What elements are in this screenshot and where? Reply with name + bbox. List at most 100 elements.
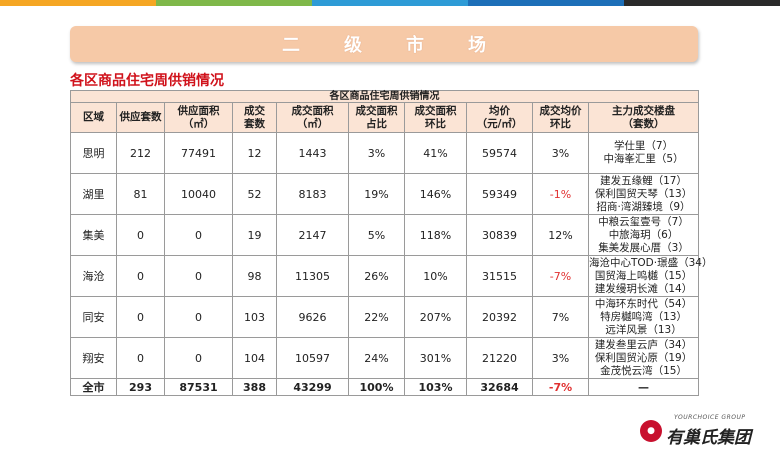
top-bar-segment (624, 0, 780, 6)
cell-supply-area: 0 (164, 296, 233, 338)
table-row: 思明 212 77491 12 1443 3% 41% 59574 3% 学仕里（7） 中海峯汇里（… (70, 132, 700, 174)
cell-deal-area: 11305 (276, 255, 349, 297)
total-district: 全市 (70, 378, 117, 396)
cell-avg-price: 31515 (466, 255, 533, 297)
cell-supply-units: 81 (116, 173, 165, 215)
cell-price-mom: -1% (532, 173, 589, 215)
cell-area-mom: 118% (404, 214, 467, 256)
section-banner: 二级市场 (70, 26, 698, 62)
logo-mark-icon: ● (640, 420, 662, 442)
cell-district: 同安 (70, 296, 117, 338)
cell-area-share: 5% (348, 214, 405, 256)
table-caption-row: 各区商品住宅周供销情况 (69, 90, 700, 103)
cell-deal-area: 2147 (276, 214, 349, 256)
top-color-bar (0, 0, 780, 6)
total-deal-units: 388 (232, 378, 277, 396)
cell-area-mom: 301% (404, 337, 467, 379)
cell-avg-price: 30839 (466, 214, 533, 256)
project-item: 中旅海玥（6） (608, 228, 679, 241)
cell-price-mom: 7% (532, 296, 589, 338)
table-row: 湖里 81 10040 52 8183 19% 146% 59349 -1% 建发五缘鲤（17）保… (70, 173, 700, 215)
cell-district: 湖里 (70, 173, 117, 215)
cell-district: 翔安 (70, 337, 117, 379)
cell-supply-units: 212 (116, 132, 165, 174)
project-item: 招商·湾湖臻境（9） (596, 200, 691, 213)
cell-projects: 中海环东时代（54） 特房樾鸣湾（13） 远洋风景（13） (587, 296, 700, 338)
supply-sales-table-container: 各区商品住宅周供销情况 区域 供应套数 供应面积 （㎡） 成交 套数 成交面积 （㎡）成… (69, 90, 713, 396)
cell-area-share: 3% (348, 132, 405, 174)
cell-area-share: 19% (348, 173, 405, 215)
cell-supply-area: 10040 (164, 173, 233, 215)
logo-chinese-text: 有巢氏集团 (666, 428, 751, 448)
cell-projects: 海沧中心TOD·璟盛（34） 国贸海上鸣樾（15） 建发缦玥长滩（14） (587, 255, 713, 297)
cell-district: 思明 (70, 132, 117, 174)
cell-deal-units: 98 (232, 255, 277, 297)
cell-deal-area: 9626 (276, 296, 349, 338)
cell-avg-price: 59574 (466, 132, 533, 174)
table-row: 翔安 0 0 104 10597 24% 301% 21220 3% 建发叁里云庐（34） 保利国贸… (70, 337, 700, 379)
cell-area-mom: 10% (404, 255, 467, 297)
project-item: 中海峯汇里（5） (603, 153, 684, 165)
column-header: 供应套数 (116, 102, 165, 133)
column-header: 成交面积 占比 (348, 102, 405, 133)
logo-english-text: YOURCHOICE GROUP (674, 414, 746, 421)
cell-deal-units: 12 (232, 132, 277, 174)
project-item: 集美发展心厝（3） (598, 241, 689, 254)
cell-price-mom: 12% (532, 214, 589, 256)
top-bar-segment (312, 0, 468, 6)
cell-avg-price: 59349 (466, 173, 533, 215)
table-total-row: 全市 293 87531 388 43299 100% 103% 32684 -7% — (70, 378, 700, 396)
cell-price-mom: 3% (532, 132, 589, 174)
column-header: 成交 套数 (232, 102, 277, 133)
project-item: 保利国贸天琴（13） (594, 187, 693, 200)
cell-price-mom: 3% (532, 337, 589, 379)
column-header: 主力成交楼盘 （套数） (587, 102, 700, 133)
cell-avg-price: 20392 (466, 296, 533, 338)
company-logo: ● YOURCHOICE GROUP 有巢氏集团 (640, 412, 770, 448)
total-price-mom: -7% (532, 378, 589, 396)
project-item: 海沧中心TOD·璟盛（34） (589, 256, 713, 269)
cell-projects: 中粮云玺壹号（7） 中旅海玥（6） 集美发展心厝（3） (587, 214, 700, 256)
cell-deal-units: 104 (232, 337, 277, 379)
project-item: 金茂悦云湾（15） (600, 364, 687, 377)
column-header: 成交面积 （㎡） (276, 102, 349, 133)
cell-deal-units: 52 (232, 173, 277, 215)
cell-supply-area: 0 (164, 255, 233, 297)
cell-supply-area: 0 (164, 337, 233, 379)
total-projects: — (587, 378, 700, 396)
cell-supply-units: 0 (116, 337, 165, 379)
cell-area-share: 26% (348, 255, 405, 297)
project-item: 保利国贸沁原（19） (594, 351, 693, 364)
cell-supply-units: 0 (116, 296, 165, 338)
project-item: 特房樾鸣湾（13） (600, 310, 687, 323)
project-item: 学仕里（7） (613, 140, 674, 152)
column-header: 均价 （元/㎡） (466, 102, 533, 133)
project-item: 建发叁里云庐（34） (594, 338, 693, 351)
project-item: 中海环东时代（54） (594, 297, 693, 310)
cell-projects: 建发五缘鲤（17） 保利国贸天琴（13） 招商·湾湖臻境（9） (587, 173, 700, 215)
table-body: 思明 212 77491 12 1443 3% 41% 59574 3% 学仕里（7） 中海峯汇里（… (70, 132, 713, 396)
project-item: 建发五缘鲤（17） (600, 174, 687, 187)
table-row: 集美 0 0 19 2147 5% 118% 30839 12% 中粮云玺壹号（7） 中旅海玥（6）… (70, 214, 700, 256)
supply-sales-table: 各区商品住宅周供销情况 区域 供应套数 供应面积 （㎡） 成交 套数 成交面积 （㎡）成… (69, 90, 713, 396)
top-bar-segment (156, 0, 312, 6)
cell-area-mom: 41% (404, 132, 467, 174)
project-item: 国贸海上鸣樾（15） (594, 269, 693, 282)
cell-deal-area: 10597 (276, 337, 349, 379)
total-deal-area: 43299 (276, 378, 349, 396)
top-bar-segment (468, 0, 624, 6)
cell-deal-area: 1443 (276, 132, 349, 174)
cell-projects: 建发叁里云庐（34） 保利国贸沁原（19） 金茂悦云湾（15） (587, 337, 700, 379)
total-area-share: 100% (348, 378, 405, 396)
top-bar-segment (0, 0, 156, 6)
table-row: 同安 0 0 103 9626 22% 207% 20392 7% 中海环东时代（54） 特房樾鸣湾… (70, 296, 700, 338)
table-row: 海沧 0 0 98 11305 26% 10% 31515 -7% 海沧中心TOD·璟盛（34）国… (70, 255, 713, 297)
cell-projects: 学仕里（7） 中海峯汇里（5） (587, 132, 700, 174)
table-header-row: 区域 供应套数 供应面积 （㎡） 成交 套数 成交面积 （㎡） 成交面积 占比 成交面积 环… (70, 102, 700, 133)
cell-area-mom: 146% (404, 173, 467, 215)
section-title: 各区商品住宅周供销情况 (70, 73, 224, 89)
total-area-mom: 103% (404, 378, 467, 396)
cell-area-mom: 207% (404, 296, 467, 338)
column-header: 供应面积 （㎡） (164, 102, 233, 133)
cell-supply-area: 0 (164, 214, 233, 256)
